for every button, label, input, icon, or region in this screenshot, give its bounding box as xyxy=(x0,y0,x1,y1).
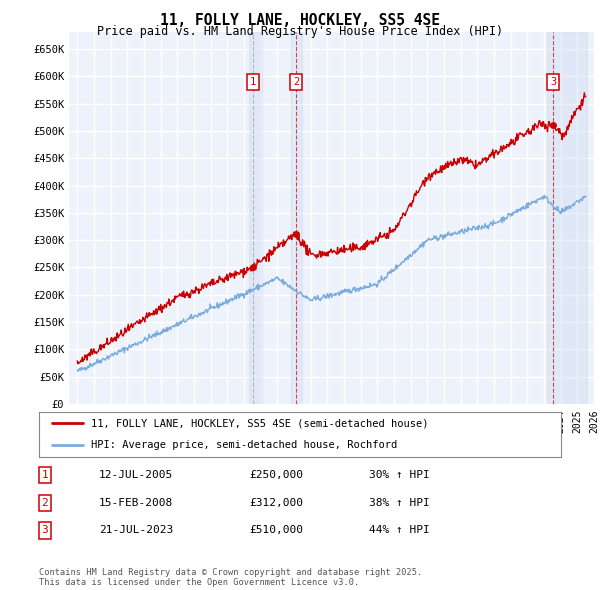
Text: 2: 2 xyxy=(41,498,49,507)
Text: £312,000: £312,000 xyxy=(249,498,303,507)
Bar xyxy=(547,32,587,404)
Bar xyxy=(249,32,262,404)
Bar xyxy=(292,32,302,404)
Text: 21-JUL-2023: 21-JUL-2023 xyxy=(99,526,173,535)
Text: £510,000: £510,000 xyxy=(249,526,303,535)
Text: 15-FEB-2008: 15-FEB-2008 xyxy=(99,498,173,507)
Text: 2: 2 xyxy=(293,77,299,87)
Text: Contains HM Land Registry data © Crown copyright and database right 2025.
This d: Contains HM Land Registry data © Crown c… xyxy=(39,568,422,587)
Text: 1: 1 xyxy=(250,77,256,87)
Text: £250,000: £250,000 xyxy=(249,470,303,480)
Text: 1: 1 xyxy=(41,470,49,480)
Text: 38% ↑ HPI: 38% ↑ HPI xyxy=(369,498,430,507)
Text: 12-JUL-2005: 12-JUL-2005 xyxy=(99,470,173,480)
Text: 30% ↑ HPI: 30% ↑ HPI xyxy=(369,470,430,480)
Text: 11, FOLLY LANE, HOCKLEY, SS5 4SE (semi-detached house): 11, FOLLY LANE, HOCKLEY, SS5 4SE (semi-d… xyxy=(91,418,428,428)
Text: 44% ↑ HPI: 44% ↑ HPI xyxy=(369,526,430,535)
Text: 3: 3 xyxy=(550,77,556,87)
Text: 11, FOLLY LANE, HOCKLEY, SS5 4SE: 11, FOLLY LANE, HOCKLEY, SS5 4SE xyxy=(160,13,440,28)
Text: 3: 3 xyxy=(41,526,49,535)
Text: Price paid vs. HM Land Registry's House Price Index (HPI): Price paid vs. HM Land Registry's House … xyxy=(97,25,503,38)
Text: HPI: Average price, semi-detached house, Rochford: HPI: Average price, semi-detached house,… xyxy=(91,440,397,450)
